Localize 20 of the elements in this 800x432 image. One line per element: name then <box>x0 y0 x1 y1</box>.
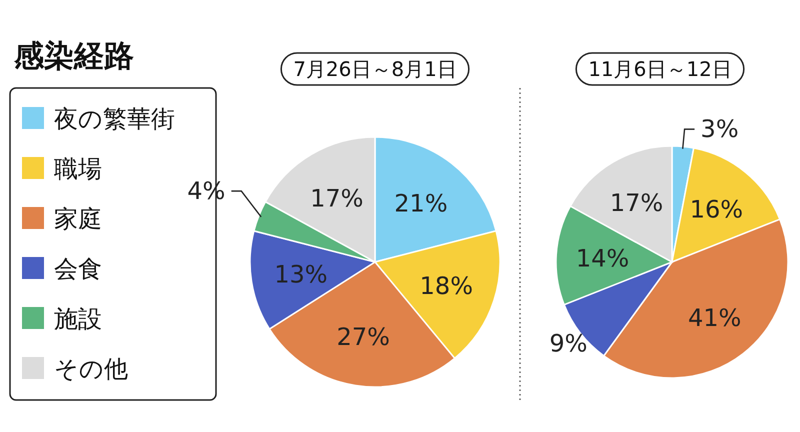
data-label: 21% <box>394 190 448 218</box>
data-label: 17% <box>610 189 664 218</box>
legend-label: 家庭 <box>54 205 102 233</box>
data-label: 41% <box>688 304 742 332</box>
legend-label: 夜の繁華街 <box>54 105 175 133</box>
data-label: 18% <box>420 272 473 300</box>
data-label: 16% <box>690 195 744 224</box>
data-label: 14% <box>576 244 630 273</box>
legend-title: 感染経路 <box>13 39 134 74</box>
data-label: 17% <box>310 184 364 212</box>
legend-label: 職場 <box>54 155 102 183</box>
legend-label: その他 <box>54 355 128 383</box>
data-label: 13% <box>274 260 328 289</box>
data-label: 3% <box>700 115 739 144</box>
data-label: 9% <box>549 329 588 358</box>
chart-title: 11月6日～12日 <box>588 57 732 81</box>
chart-title: 7月26日～8月1日 <box>293 57 457 81</box>
legend-label: 施設 <box>54 305 102 333</box>
legend-label: 会食 <box>54 255 102 283</box>
data-label: 27% <box>336 323 390 352</box>
